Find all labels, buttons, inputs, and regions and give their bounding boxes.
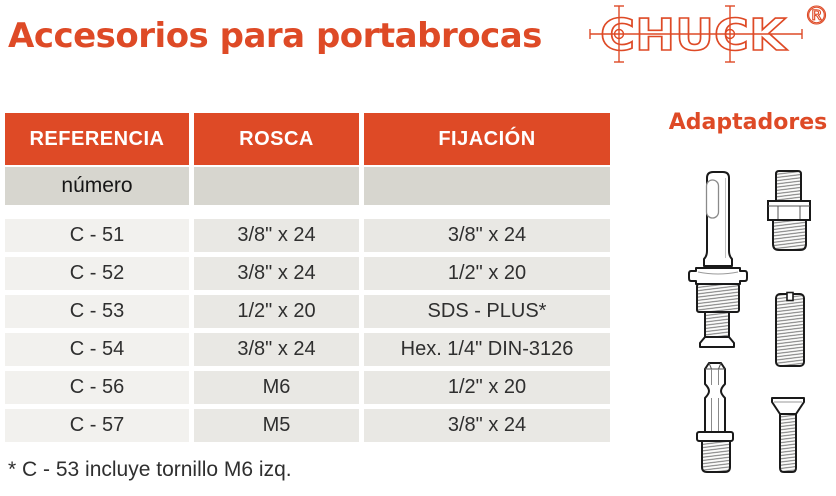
subheader-empty-fijacion <box>364 167 610 205</box>
table-cell-rosca: M6 <box>194 371 359 404</box>
table-cell-fijacion: 1/2" x 20 <box>364 257 610 290</box>
table-cell-rosca: 3/8" x 24 <box>194 219 359 252</box>
slotted-threaded-stud-icon <box>774 291 806 374</box>
registered-mark-icon: ® <box>804 2 829 30</box>
chuck-logo-text: CHUCK <box>600 10 788 61</box>
table-cell-rosca: 3/8" x 24 <box>194 257 359 290</box>
hex-shank-adapter-icon <box>694 360 740 481</box>
table-cell-rosca: M5 <box>194 409 359 442</box>
table-cell-fijacion: 3/8" x 24 <box>364 409 610 442</box>
table-cell-fijacion: 3/8" x 24 <box>364 219 610 252</box>
column-header-rosca: ROSCA <box>194 113 359 165</box>
table-cell-referencia: C - 51 <box>5 219 189 252</box>
column-header-referencia: REFERENCIA <box>5 113 189 165</box>
subheader-numero: número <box>5 167 189 205</box>
table-cell-rosca: 3/8" x 24 <box>194 333 359 366</box>
table-cell-referencia: C - 57 <box>5 409 189 442</box>
sds-plus-adapter-icon <box>686 168 750 354</box>
subheader-empty-rosca <box>194 167 359 205</box>
table-cell-referencia: C - 54 <box>5 333 189 366</box>
table-cell-fijacion: 1/2" x 20 <box>364 371 610 404</box>
table-cell-referencia: C - 56 <box>5 371 189 404</box>
table-cell-rosca: 1/2" x 20 <box>194 295 359 328</box>
page-title: Accesorios para portabrocas <box>8 16 542 56</box>
chuck-logo-icon: CHUCK ® <box>589 0 830 63</box>
column-header-fijacion: FIJACIÓN <box>364 113 610 165</box>
flat-head-screw-icon <box>770 394 806 481</box>
table-cell-referencia: C - 52 <box>5 257 189 290</box>
double-threaded-adapter-icon <box>762 168 814 259</box>
table-footnote: * C - 53 incluye tornillo M6 izq. <box>8 458 292 481</box>
table-cell-fijacion: Hex. 1/4" DIN-3126 <box>364 333 610 366</box>
table-cell-fijacion: SDS - PLUS* <box>364 295 610 328</box>
table-cell-referencia: C - 53 <box>5 295 189 328</box>
adapters-heading: Adaptadores <box>668 110 828 135</box>
chuck-logo: CHUCK ® <box>588 0 832 64</box>
